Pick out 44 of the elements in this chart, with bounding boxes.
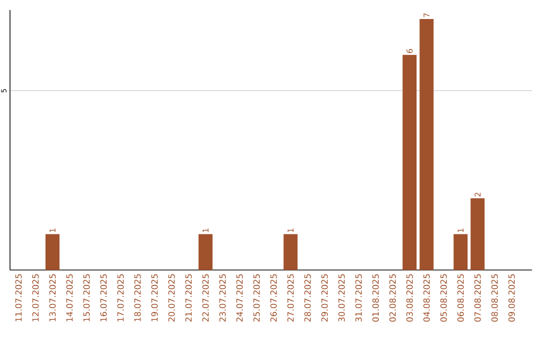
bar xyxy=(470,198,485,270)
bar xyxy=(46,234,60,270)
bar xyxy=(198,234,213,270)
x-tick-label: 18.07.2025 xyxy=(134,274,141,322)
bar xyxy=(402,54,417,270)
data-label: 2 xyxy=(474,192,481,196)
data-label: 1 xyxy=(202,228,208,232)
x-tick-label: 07.08.2025 xyxy=(474,274,481,322)
bar xyxy=(454,234,468,270)
x-tick-label: 25.07.2025 xyxy=(253,274,260,322)
x-tick-label: 29.07.2025 xyxy=(321,274,328,322)
x-tick-label: 22.07.2025 xyxy=(202,274,209,322)
x-tick-label: 02.08.2025 xyxy=(389,274,396,322)
x-tick-label: 14.07.2025 xyxy=(66,274,73,322)
x-tick-label: 08.08.2025 xyxy=(491,274,498,322)
x-tick-label: 03.08.2025 xyxy=(406,274,413,322)
x-tick-label: 26.07.2025 xyxy=(270,274,277,322)
x-tick-label: 05.08.2025 xyxy=(440,274,447,322)
x-tick-label: 13.07.2025 xyxy=(49,274,56,322)
x-tick-label: 11.07.2025 xyxy=(15,274,22,322)
x-tick-label: 04.08.2025 xyxy=(423,274,430,322)
x-tick-label: 31.07.2025 xyxy=(355,274,362,322)
x-tick-label: 15.07.2025 xyxy=(83,274,90,322)
x-tick-label: 23.07.2025 xyxy=(219,274,226,322)
x-tick-label: 28.07.2025 xyxy=(304,274,311,322)
x-tick-label: 17.07.2025 xyxy=(117,274,124,322)
bar xyxy=(284,234,298,270)
x-tick-label: 16.07.2025 xyxy=(100,274,107,322)
x-tick-label: 12.07.2025 xyxy=(32,274,39,322)
x-tick-label: 06.08.2025 xyxy=(457,274,464,322)
x-tick-label: 09.08.2025 xyxy=(508,274,515,322)
data-label: 6 xyxy=(406,49,413,54)
data-label: 1 xyxy=(288,228,294,232)
bar xyxy=(420,18,434,270)
x-tick-label: 19.07.2025 xyxy=(151,274,158,322)
data-label: 1 xyxy=(458,228,464,232)
x-tick-label: 01.08.2025 xyxy=(372,274,379,322)
x-tick-label: 21.07.2025 xyxy=(185,274,192,322)
data-label: 1 xyxy=(50,228,56,232)
x-tick-label: 27.07.2025 xyxy=(287,274,294,322)
x-tick-label: 20.07.2025 xyxy=(168,274,175,322)
x-tick-label: 30.07.2025 xyxy=(338,274,345,322)
x-tick-label: 24.07.2025 xyxy=(236,274,243,322)
data-label: 7 xyxy=(424,13,430,18)
